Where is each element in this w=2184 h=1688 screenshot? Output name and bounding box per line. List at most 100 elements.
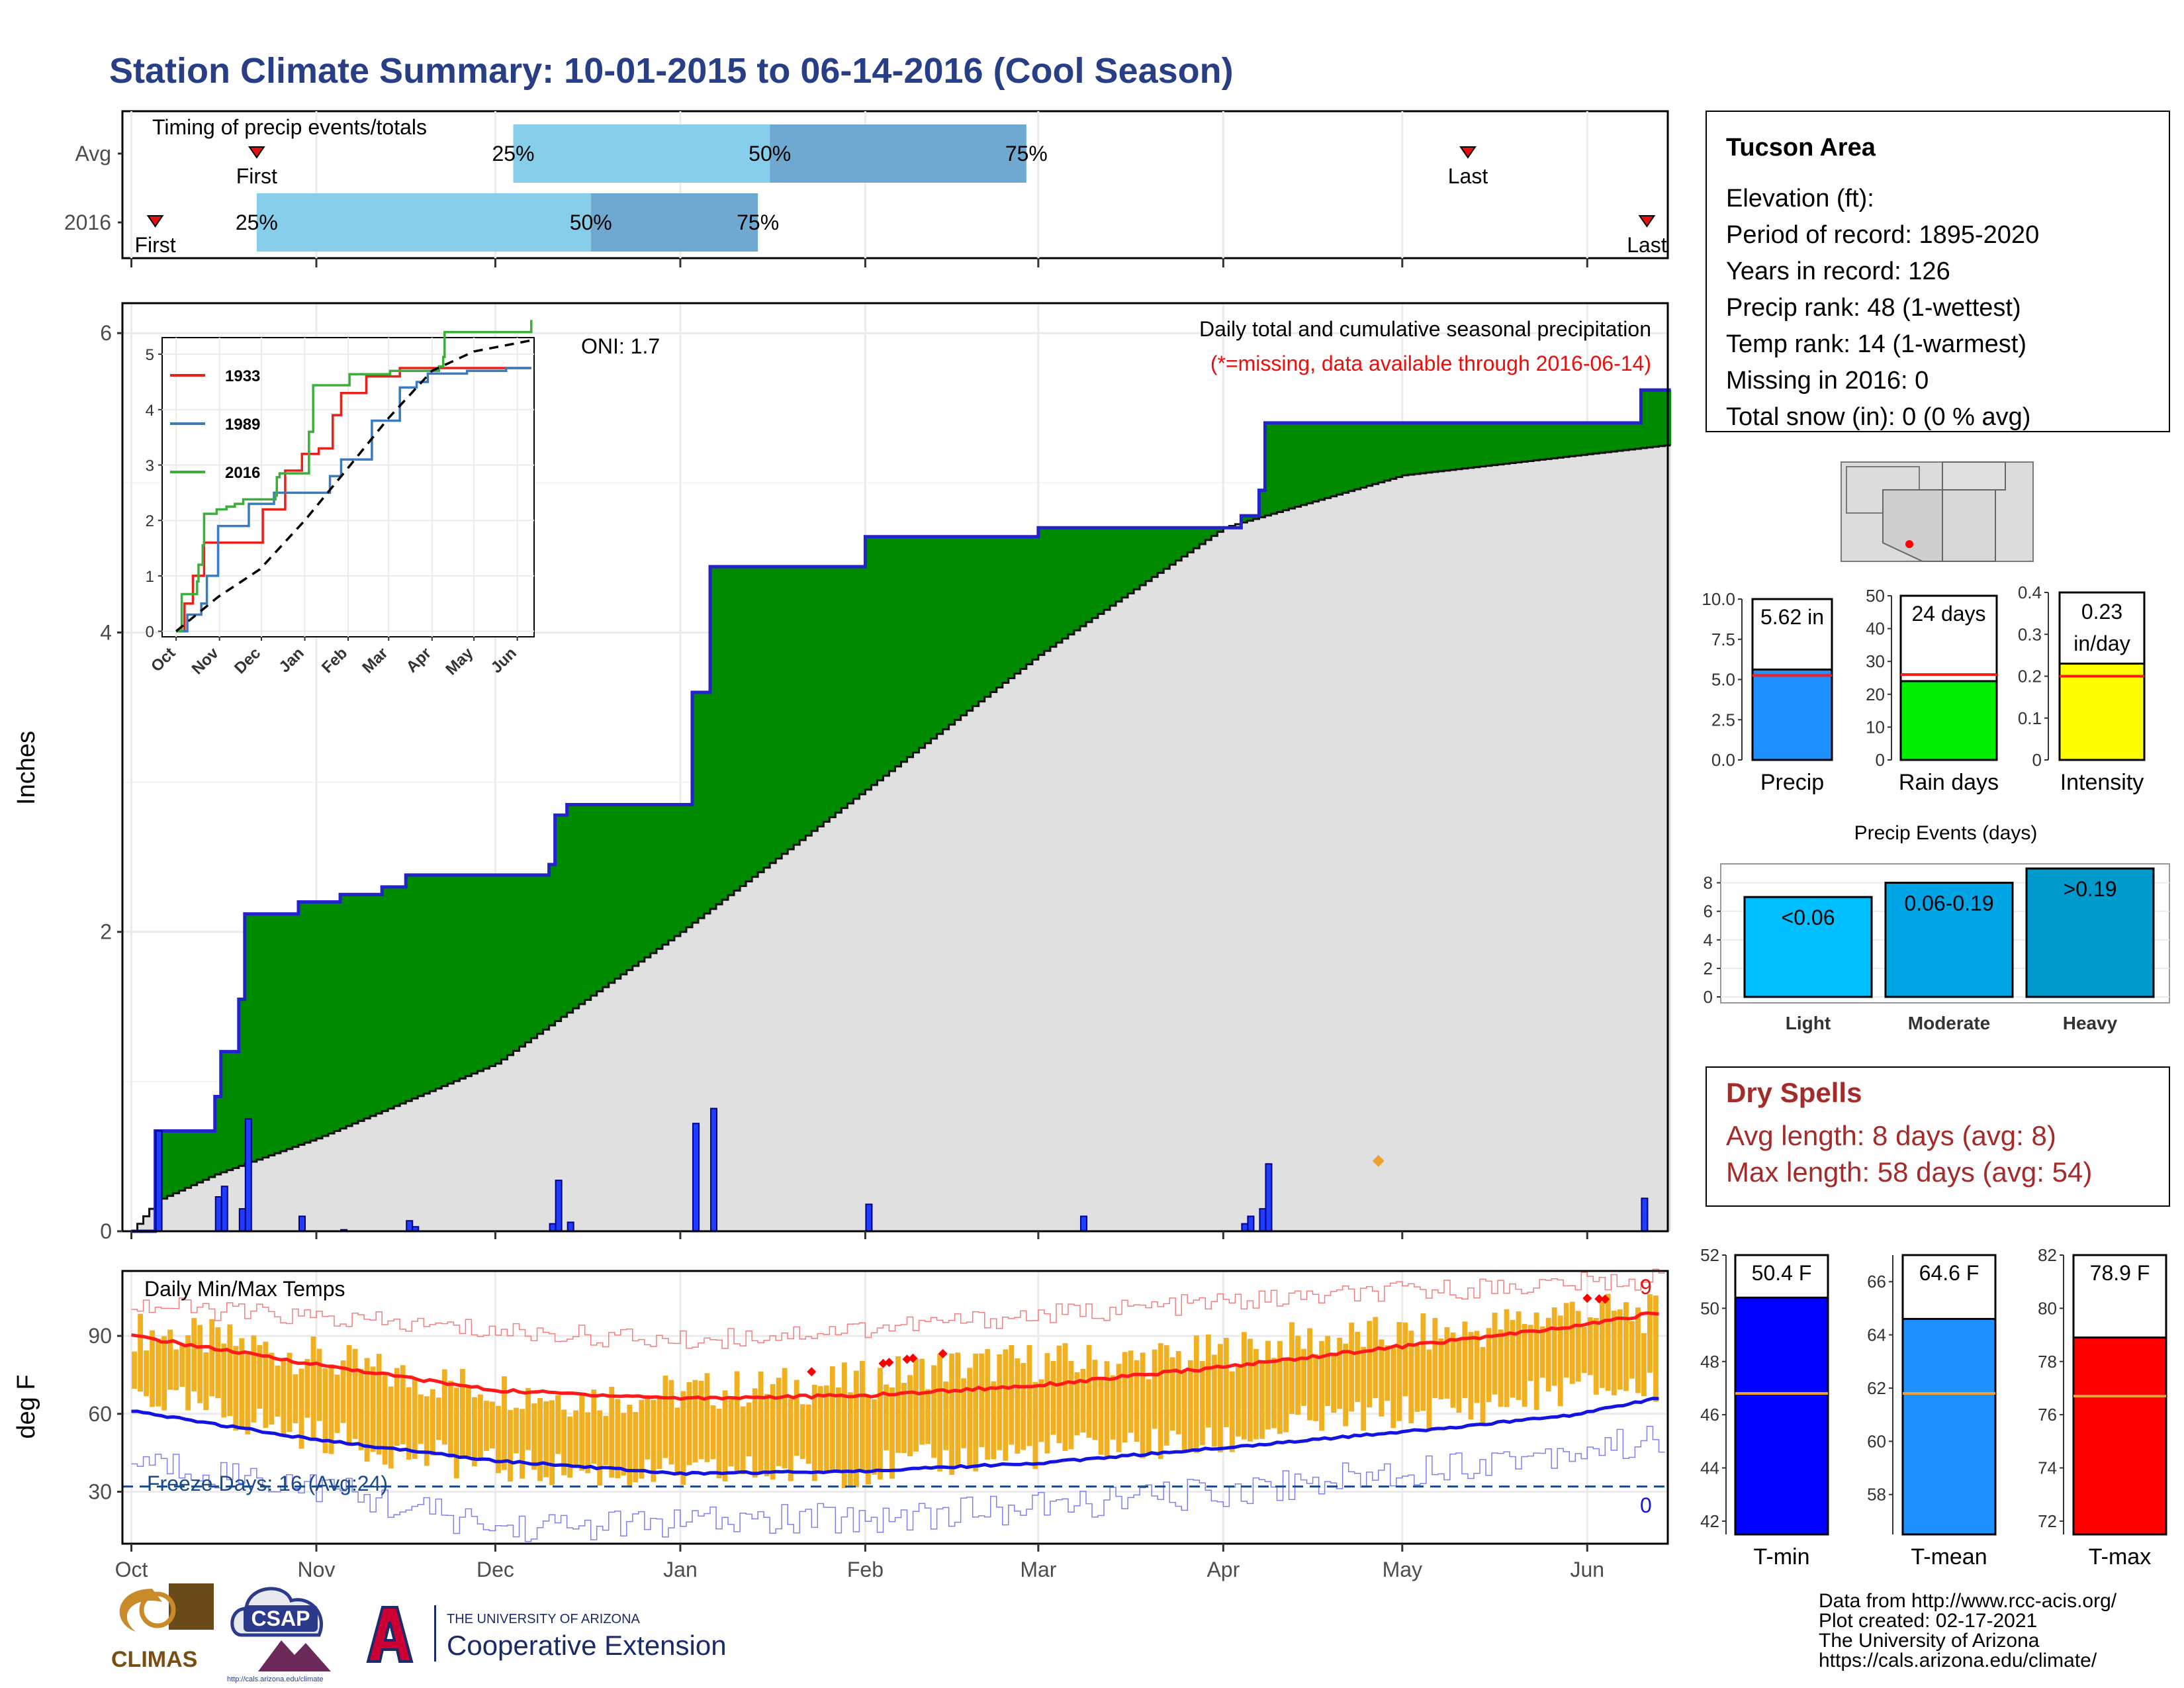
daily-temp-bar [1307, 1328, 1312, 1421]
surplus-area [829, 566, 836, 818]
surplus-area [238, 999, 246, 1166]
daily-temp-bar [579, 1394, 585, 1471]
daily-precip-bar [1259, 1208, 1267, 1233]
surplus-area [1473, 422, 1480, 467]
surplus-area [948, 536, 956, 725]
summary-y-tick-label: 74 [2038, 1458, 2057, 1478]
inset-series-1989 [176, 367, 531, 633]
daily-temp-bar [298, 1368, 304, 1449]
station-snow: Total snow (in): 0 (0 % avg) [1726, 403, 2030, 431]
daily-temp-bar [215, 1327, 221, 1399]
summary-panel-precip: 0.0 2.5 5.0 7.5 10.0 5.62 in Precip [1702, 589, 1833, 795]
daily-temp-bar [758, 1371, 764, 1473]
inset-legend-label: 1989 [225, 416, 260, 434]
csap-logo-text: CSAP [251, 1607, 310, 1630]
surplus-area [1581, 422, 1588, 455]
surplus-area [764, 566, 770, 868]
station-elevation: Elevation (ft): [1726, 185, 1874, 212]
surplus-area [471, 874, 478, 1074]
daily-temp-bar [931, 1365, 937, 1458]
daily-temp-bar [293, 1374, 298, 1424]
inset-y-tick-label: 4 [146, 402, 154, 420]
precip-event-bar-heavy [2025, 867, 2155, 998]
surplus-area [1163, 528, 1170, 569]
daily-temp-bar [937, 1354, 943, 1472]
main-y-tick-label: 2 [100, 920, 112, 944]
timing-q50-label: 50% [570, 211, 612, 234]
daily-temp-bar [603, 1415, 609, 1466]
surplus-area [859, 566, 866, 794]
timing-q25-label: 25% [236, 211, 278, 234]
daily-temp-bar [1158, 1343, 1163, 1460]
daily-precip-bar [549, 1223, 557, 1233]
surplus-area [1098, 528, 1105, 614]
ua-logo-divider [434, 1605, 436, 1662]
surplus-area [1522, 422, 1528, 462]
surplus-area [453, 874, 460, 1082]
avg-cumulative-line [131, 444, 1671, 1233]
daily-temp-bar [1056, 1345, 1062, 1444]
daily-temp-bar [304, 1358, 310, 1418]
surplus-area [465, 874, 473, 1076]
summary-y-tick-label: 72 [2038, 1511, 2057, 1531]
main-y-tick-label: 4 [100, 620, 112, 644]
surplus-area [346, 894, 353, 1126]
surplus-area [1336, 422, 1343, 495]
surplus-area [650, 804, 657, 953]
daily-temp-bar [537, 1397, 543, 1481]
daily-temp-bar [704, 1373, 710, 1462]
surplus-area [1527, 422, 1534, 461]
surplus-area [208, 1131, 216, 1178]
summary-bar-label: Rain days [1899, 770, 1999, 795]
daily-temp-bar [227, 1324, 233, 1417]
surplus-area [507, 874, 514, 1055]
surplus-area [1480, 422, 1486, 467]
daily-temp-bar [430, 1389, 435, 1456]
summary-bar-label: Intensity [2060, 770, 2144, 795]
surplus-area [1539, 422, 1546, 460]
daily-temp-bar [1420, 1313, 1426, 1411]
daily-temp-bar [1325, 1336, 1331, 1407]
daily-precip-bar [298, 1215, 306, 1232]
temp-y-tick-label: 30 [88, 1480, 112, 1504]
surplus-area [1116, 528, 1122, 602]
surplus-area [584, 804, 592, 1000]
daily-temp-bar [680, 1391, 686, 1485]
surplus-area [1545, 422, 1552, 459]
surplus-area [1426, 422, 1433, 473]
main-y-tick-label: 6 [100, 321, 112, 345]
surplus-area [942, 536, 950, 729]
daily-temp-bar [1146, 1379, 1152, 1454]
daily-temp-bar [1134, 1360, 1140, 1442]
freeze-days-label: Freeze Days: 16 (Avg:24) [147, 1472, 388, 1495]
avg-cumulative-area [131, 445, 1671, 1232]
daily-temp-bar [1211, 1354, 1217, 1447]
surplus-area [895, 536, 902, 767]
daily-temp-bar [287, 1352, 293, 1432]
inset-series-1933 [176, 367, 531, 633]
station-info-box: Tucson Area Elevation (ft): Period of re… [1706, 111, 2170, 432]
summary-bar-value-label: 5.62 in [1760, 605, 1824, 629]
surplus-area [889, 536, 896, 771]
daily-temp-bar [1533, 1312, 1539, 1410]
daily-temp-bar [1169, 1357, 1175, 1431]
month-tick-label: Jun [1570, 1558, 1604, 1581]
daily-temp-bar [961, 1378, 967, 1448]
surplus-area [418, 874, 424, 1096]
daily-temp-bar [1086, 1344, 1092, 1438]
summary-y-tick-label: 48 [1700, 1352, 1719, 1372]
daily-temp-bar [441, 1369, 447, 1445]
surplus-area [376, 894, 383, 1114]
record-high-count: 9 [1640, 1275, 1652, 1299]
daily-temp-bar [1373, 1317, 1379, 1399]
daily-temp-bar [150, 1330, 155, 1407]
surplus-area [823, 566, 830, 822]
surplus-area [161, 1131, 168, 1199]
surplus-area [1134, 528, 1140, 590]
surplus-area [316, 902, 323, 1139]
daily-temp-bar [1205, 1334, 1211, 1428]
daily-temp-bar [394, 1368, 400, 1446]
daily-temp-bar [657, 1395, 662, 1470]
daily-temp-bar [567, 1416, 573, 1478]
csap-logo-mountains [258, 1640, 331, 1671]
